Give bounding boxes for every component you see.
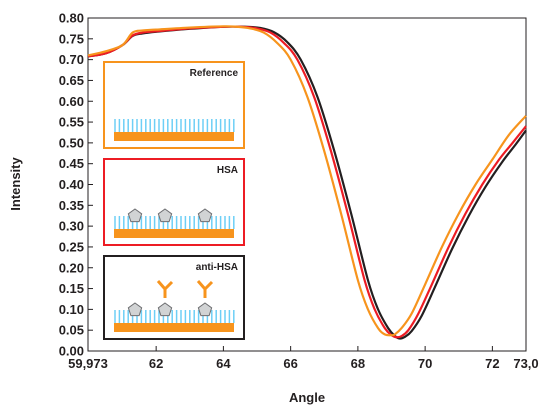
y-tick-label: 0.00 <box>59 344 84 359</box>
x-tick-label: 72 <box>485 356 499 371</box>
x-axis-ticks: 59,973 62 64 66 68 70 72 73,0 <box>68 346 539 371</box>
hsa-molecule <box>127 302 143 317</box>
x-tick-label: 73,0 <box>513 356 538 371</box>
y-tick-label: 0.45 <box>59 156 84 171</box>
hsa-molecule <box>127 208 143 223</box>
y-tick-label: 0.30 <box>59 219 84 234</box>
y-tick-label: 0.60 <box>59 94 84 109</box>
inset-anti-hsa: anti-HSA <box>103 255 245 340</box>
y-tick-label: 0.55 <box>59 115 84 130</box>
y-tick-label: 0.35 <box>59 198 84 213</box>
y-tick-label: 0.75 <box>59 31 84 46</box>
x-tick-label: 66 <box>283 356 297 371</box>
y-axis-ticks: 0.00 0.05 0.10 0.15 0.20 0.25 0.30 0.35 0.40 0.45… <box>59 11 93 359</box>
inset-title: anti-HSA <box>196 262 238 273</box>
x-axis-title: Angle <box>289 390 325 405</box>
series-line-orange <box>87 25 527 337</box>
y-tick-label: 0.15 <box>59 281 84 296</box>
y-tick-label: 0.10 <box>59 302 84 317</box>
y-tick-label: 0.20 <box>59 260 84 275</box>
inset-title: Reference <box>190 68 239 79</box>
y-axis-title: Intensity <box>8 157 23 211</box>
antibody-arm <box>196 280 207 290</box>
x-tick-label: 59,973 <box>68 356 108 371</box>
axes: 0.00 0.05 0.10 0.15 0.20 0.25 0.30 0.35 0.40 0.45… <box>59 11 539 372</box>
x-tick-label: 70 <box>418 356 432 371</box>
antibody-arm <box>203 280 214 291</box>
y-tick-label: 0.70 <box>59 52 84 67</box>
hsa-molecule <box>197 208 213 223</box>
insets: Reference HSA anti-HSA <box>103 61 245 340</box>
hsa-molecule <box>197 302 213 317</box>
sensor-surface <box>114 323 234 332</box>
series-line-red <box>87 25 527 339</box>
x-tick-label: 62 <box>149 356 163 371</box>
x-tick-label: 64 <box>216 356 231 371</box>
sensor-surface <box>114 132 234 141</box>
series-lines <box>87 25 527 340</box>
antibody-arm <box>163 280 174 291</box>
y-tick-label: 0.05 <box>59 323 84 338</box>
inset-hsa: HSA <box>103 158 245 246</box>
x-tick-label: 68 <box>351 356 365 371</box>
y-tick-label: 0.40 <box>59 177 84 192</box>
y-tick-label: 0.80 <box>59 11 84 26</box>
inset-reference: Reference <box>103 61 245 149</box>
hsa-molecule <box>157 208 173 223</box>
inset-title: HSA <box>217 165 238 176</box>
y-tick-label: 0.65 <box>59 73 84 88</box>
y-tick-label: 0.50 <box>59 135 84 150</box>
antibody-arm <box>156 280 167 290</box>
hsa-molecule <box>157 302 173 317</box>
sensor-surface <box>114 229 234 238</box>
y-tick-label: 0.25 <box>59 239 84 254</box>
